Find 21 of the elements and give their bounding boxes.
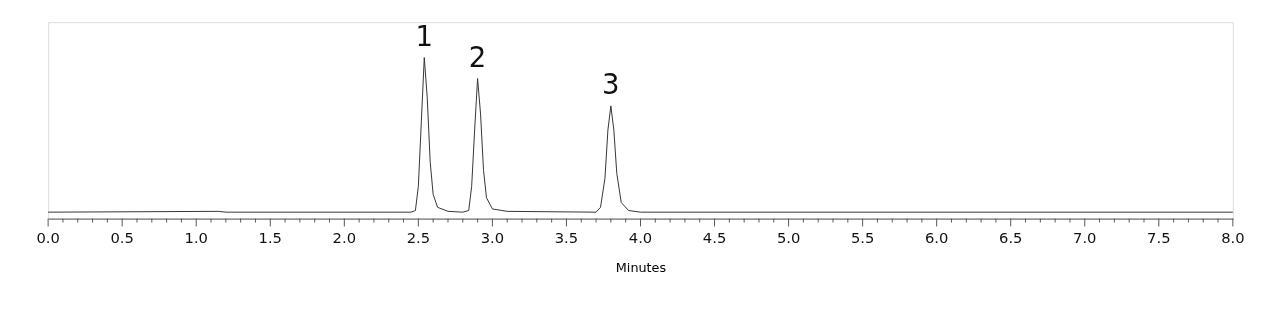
x-tick-label: 0.5 — [110, 229, 134, 247]
annotation: 2 — [468, 40, 487, 73]
x-tick-label: 3.5 — [554, 229, 579, 247]
annotation: 1 — [415, 19, 434, 52]
annotation: 3 — [602, 68, 620, 101]
x-tick-label: 7.0 — [1073, 229, 1097, 247]
x-axis-title: Minutes — [615, 260, 667, 276]
x-tick-label: 7.5 — [1147, 229, 1171, 247]
x-tick-label: 1.0 — [184, 229, 208, 247]
x-tick-label: 6.5 — [999, 229, 1023, 247]
x-tick-label: 0.0 — [36, 229, 60, 247]
x-tick-label: 4.0 — [628, 229, 653, 247]
x-tick-label: 3.0 — [480, 229, 505, 247]
x-tick-label: 6.0 — [924, 229, 949, 247]
x-tick-label: 2.0 — [332, 229, 357, 247]
x-tick-label: 1.5 — [258, 229, 282, 247]
x-tick-label: 8.0 — [1221, 229, 1245, 247]
x-tick-label: 5.5 — [850, 229, 875, 247]
x-tick-label: 5.0 — [776, 229, 801, 247]
x-tick-label: 4.5 — [702, 229, 727, 247]
x-tick-label: 2.5 — [406, 229, 431, 247]
